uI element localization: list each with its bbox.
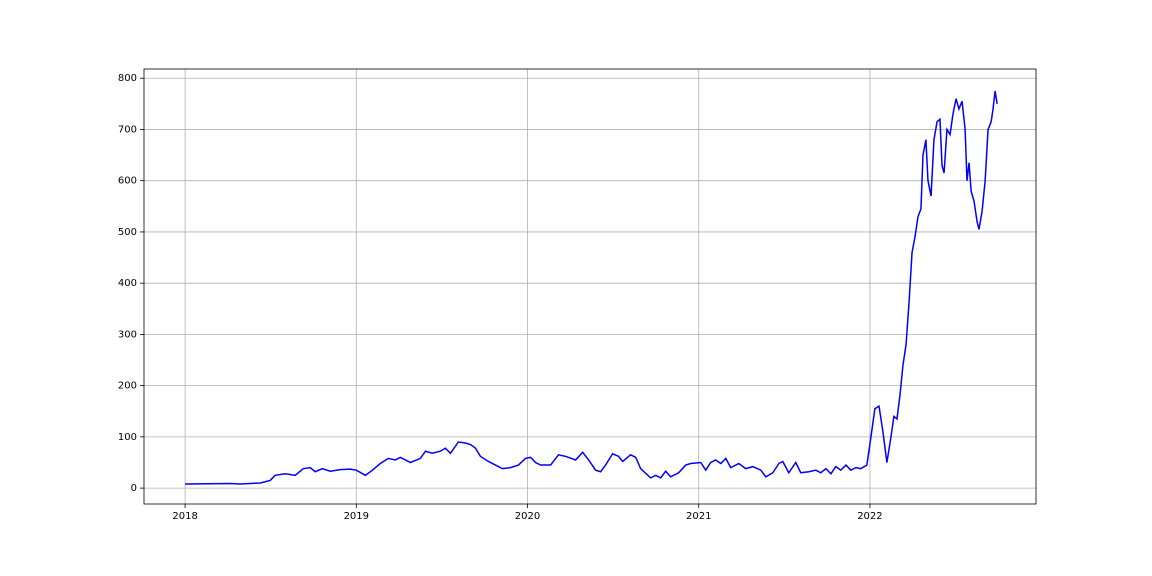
plot-frame (143, 68, 1037, 505)
y-tick-label: 200 (118, 381, 137, 392)
y-tick-label: 700 (118, 124, 137, 135)
y-tick-label: 300 (118, 329, 137, 340)
x-tick-label: 2021 (686, 511, 711, 522)
y-tick-label: 400 (118, 278, 137, 289)
y-tick-label: 500 (118, 227, 137, 238)
y-tick-label: 600 (118, 176, 137, 187)
x-tick-label: 2019 (344, 511, 369, 522)
x-tick-label: 2018 (172, 511, 197, 522)
y-tick-label: 0 (131, 483, 137, 494)
x-tick-label: 2020 (515, 511, 540, 522)
x-tick-label: 2022 (857, 511, 882, 522)
y-tick-label: 100 (118, 432, 137, 443)
data-line (185, 90, 998, 485)
y-tick-label: 800 (118, 73, 137, 84)
